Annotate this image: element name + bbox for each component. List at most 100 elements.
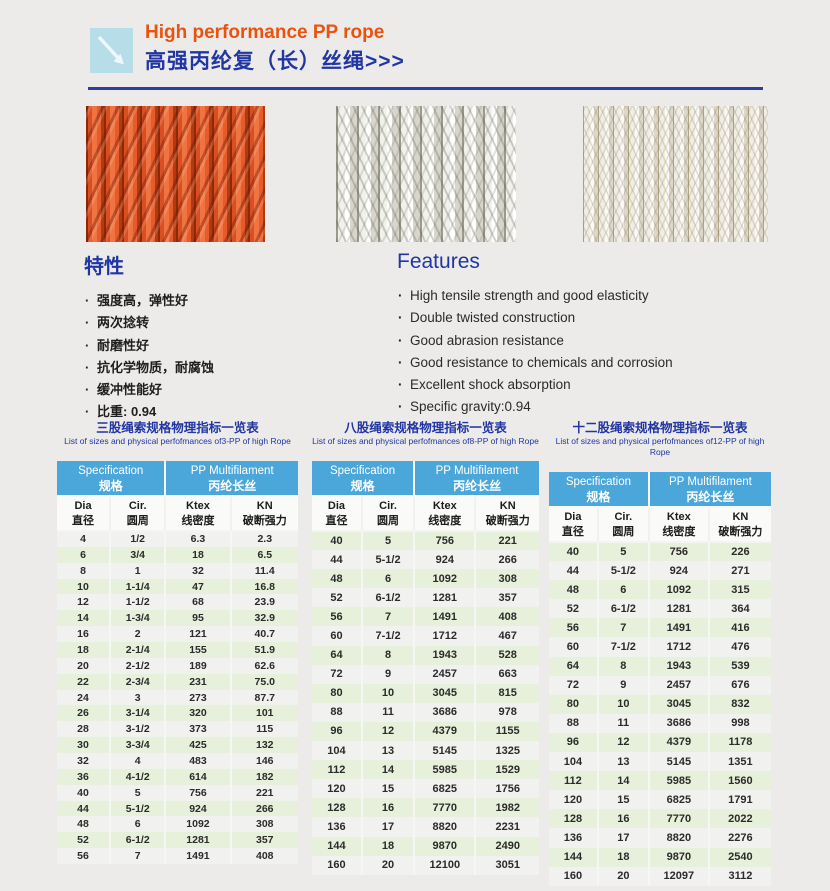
- table-cell: 5-1/2: [596, 561, 649, 581]
- orange-3-strand-rope-photo: [86, 106, 265, 242]
- table-row: 96 12 4379 1178: [549, 732, 771, 753]
- table-cell: 5: [360, 531, 415, 551]
- table-cell: 40.7: [229, 626, 298, 643]
- table-cell: 2457: [647, 675, 709, 695]
- table-cell: 44: [57, 800, 111, 817]
- table-cell: 52: [57, 832, 111, 849]
- table-cell: 308: [229, 816, 298, 833]
- table-cell: 308: [474, 569, 539, 589]
- table-cell: 3045: [413, 683, 476, 703]
- table-cell: 16: [57, 626, 111, 643]
- col-dia: Dia 直径: [549, 507, 598, 543]
- table-cell: 1281: [647, 599, 709, 619]
- table-cell: 8820: [413, 817, 476, 837]
- spec-table: Specification 规格 PP Multifilament 丙纶长丝 D…: [312, 461, 539, 875]
- table-cell: 7: [596, 618, 649, 638]
- table-cell: 48: [57, 816, 111, 833]
- spec-table-12-strand: 十二股绳索规格物理指标一览表 List of sizes and physica…: [549, 421, 771, 886]
- table-cell: 8: [596, 656, 649, 676]
- table-cell: 408: [229, 848, 298, 865]
- table-cell: 221: [229, 784, 298, 801]
- table-row: 18 2-1/4 155 51.9: [57, 642, 298, 658]
- table-row: 52 6-1/2 1281 357: [312, 588, 539, 608]
- table-row: 6 3/4 18 6.5: [57, 546, 298, 563]
- col-kn: KN 破断强力: [474, 496, 539, 532]
- page-title-en: High performance PP rope: [145, 22, 385, 43]
- table-cell: 2-1/2: [109, 657, 166, 674]
- table-cell: 88: [549, 713, 598, 733]
- table-cell: 416: [707, 618, 771, 638]
- header-pp-multifilament: PP Multifilament 丙纶长丝: [413, 461, 539, 497]
- table-cell: 756: [164, 784, 231, 801]
- table-cell: 146: [229, 753, 298, 769]
- table-cell: 14: [360, 760, 415, 780]
- table-cell: 95: [164, 610, 231, 627]
- table-cell: 56: [549, 618, 598, 638]
- table-cell: 80: [312, 683, 362, 703]
- table-cell: 4: [109, 753, 166, 769]
- table-cell: 11: [596, 713, 649, 733]
- table-row: 104 13 5145 1325: [312, 741, 539, 761]
- table-cell: 3-3/4: [109, 737, 166, 754]
- table-cell: 115: [229, 721, 298, 738]
- table-cell: 1-3/4: [109, 610, 166, 627]
- table-cell: 36: [57, 768, 111, 785]
- table-cell: 1: [109, 562, 166, 579]
- table-column-header-row: Dia 直径 Cir. 圆周 Ktex 线密度 KN 破断强力: [57, 496, 298, 532]
- table-cell: 8: [57, 562, 111, 579]
- table-row: 40 5 756 221: [312, 531, 539, 551]
- feature-item: Double twisted construction: [397, 307, 797, 330]
- feature-item: Excellent shock absorption: [397, 374, 797, 397]
- table-cell: 10: [57, 578, 111, 595]
- table-cell: 11: [360, 702, 415, 722]
- table-cell: 12: [360, 721, 415, 742]
- table-cell: 13: [596, 752, 649, 772]
- table-cell: 7770: [413, 798, 476, 818]
- table-cell: 104: [312, 741, 362, 761]
- table-row: 44 5-1/2 924 271: [549, 561, 771, 581]
- table-cell: 18: [164, 546, 231, 563]
- features-list-cn: 强度高，弹性好两次捻转耐磨性好抗化学物质，耐腐蚀缓冲性能好比重: 0.94: [84, 290, 384, 424]
- table-cell: 4: [57, 531, 111, 547]
- table-cell: 1/2: [109, 531, 166, 547]
- table-row: 48 6 1092 308: [312, 569, 539, 589]
- table-row: 8 1 32 11.4: [57, 562, 298, 579]
- table-cell: 2490: [474, 836, 539, 856]
- table-row: 30 3-3/4 425 132: [57, 737, 298, 754]
- table-cell: 978: [474, 702, 539, 722]
- table-cell: 7: [360, 607, 415, 627]
- table-cell: 14: [596, 771, 649, 791]
- table-cell: 1756: [474, 779, 539, 799]
- header-specification: Specification 规格: [57, 461, 166, 497]
- white-12-strand-rope-photo: [583, 106, 768, 242]
- table-cell: 1092: [164, 816, 231, 833]
- table-cell: 72: [549, 675, 598, 695]
- table-cell: 5145: [413, 741, 476, 761]
- table-cell: 1092: [647, 580, 709, 600]
- table-row: 88 11 3686 978: [312, 702, 539, 722]
- table-cell: 136: [549, 828, 598, 848]
- table-cell: 15: [360, 779, 415, 799]
- table-cell: 44: [312, 550, 362, 570]
- table-row: 56 7 1491 408: [312, 607, 539, 627]
- table-cell: 6825: [647, 790, 709, 810]
- table-cell: 5-1/2: [109, 800, 166, 817]
- feature-item: Specific gravity:0.94: [397, 396, 797, 419]
- table-cell: 60: [549, 637, 598, 657]
- table-cell: 56: [312, 607, 362, 627]
- arrow-badge-icon: [90, 28, 133, 73]
- table-row: 26 3-1/4 320 101: [57, 705, 298, 722]
- table-cell: 7-1/2: [596, 637, 649, 657]
- table-cell: 160: [549, 866, 598, 886]
- table-cell: 7770: [647, 809, 709, 829]
- table-cell: 1712: [647, 637, 709, 657]
- table-cell: 20: [360, 855, 415, 875]
- table-cell: 51.9: [229, 642, 298, 658]
- table-row: 72 9 2457 676: [549, 675, 771, 695]
- spec-table: Specification 规格 PP Multifilament 丙纶长丝 D…: [57, 461, 298, 865]
- col-ktex: Ktex 线密度: [413, 496, 476, 532]
- table-cell: 221: [474, 531, 539, 551]
- table-cell: 96: [549, 732, 598, 753]
- table-cell: 924: [647, 561, 709, 581]
